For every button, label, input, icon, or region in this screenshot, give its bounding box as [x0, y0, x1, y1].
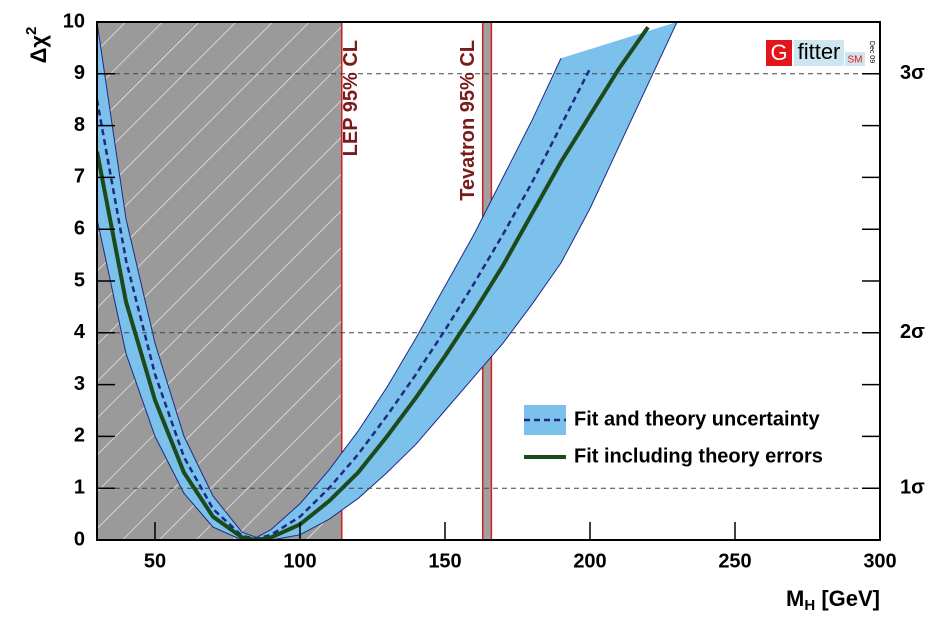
logo-date: Dec 09 [868, 41, 875, 63]
x-tick-label: 200 [573, 550, 606, 572]
x-tick-label: 250 [718, 550, 751, 572]
exclusion-label: LEP 95% CL [340, 40, 362, 156]
logo-sub: SM [848, 55, 863, 66]
line [97, 68, 592, 540]
exclusion-label: Tevatron 95% CL [457, 40, 479, 201]
x-tick-label: 100 [283, 550, 316, 572]
x-tick-label: 150 [428, 550, 461, 572]
y-tick-label: 4 [74, 321, 86, 343]
y-tick-label: 3 [74, 373, 85, 395]
y-tick-label: 7 [74, 166, 85, 188]
line [97, 26, 650, 540]
x-tick-label: 50 [144, 550, 166, 572]
sigma-label: 1σ [900, 476, 925, 498]
logo-name: fitter [798, 39, 841, 64]
sigma-label: 3σ [900, 62, 925, 84]
legend-label: Fit including theory errors [574, 445, 823, 467]
y-tick-label: 0 [74, 528, 85, 550]
sigma-label: 2σ [900, 321, 925, 343]
x-axis-label: MH [GeV] [786, 586, 880, 614]
band-edge [97, 22, 562, 538]
y-axis-label: Δχ2 [23, 27, 51, 64]
y-tick-label: 1 [74, 476, 85, 498]
band-edge [97, 22, 678, 540]
y-tick-label: 10 [63, 10, 85, 32]
y-tick-label: 5 [74, 269, 85, 291]
logo-g: G [770, 40, 787, 65]
legend-label: Fit and theory uncertainty [574, 408, 820, 430]
x-tick-label: 300 [863, 550, 896, 572]
logo: G fitter SM Dec 09 [766, 39, 875, 66]
y-tick-label: 8 [74, 114, 85, 136]
uncertainty-band [97, 22, 677, 540]
y-tick-label: 9 [74, 62, 85, 84]
y-tick-label: 6 [74, 217, 85, 239]
y-tick-label: 2 [74, 425, 85, 447]
